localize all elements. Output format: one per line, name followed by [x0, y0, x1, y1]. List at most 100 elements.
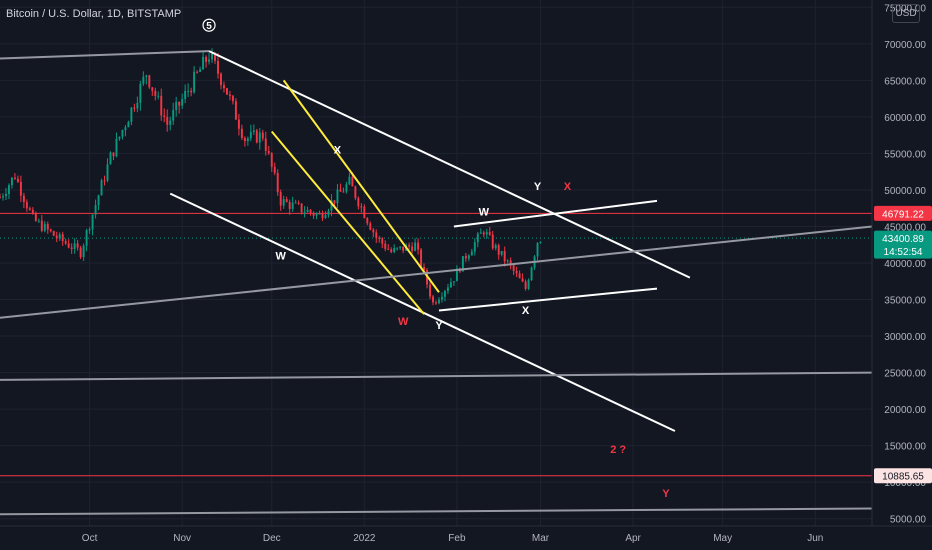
price-label: 10885.65 [882, 472, 924, 483]
trendline [208, 50, 691, 279]
candle-body [291, 202, 294, 209]
candle-body [169, 120, 172, 125]
candle-body [446, 287, 449, 291]
candle-body [476, 233, 479, 243]
x-tick-label: Oct [82, 533, 98, 544]
candle-body [369, 223, 372, 230]
candle-body [488, 232, 491, 235]
candle-body [363, 206, 366, 218]
candle-body [372, 229, 375, 233]
candle-body [67, 243, 70, 248]
y-tick-label: 45000.00 [884, 222, 926, 233]
candle-body [166, 116, 169, 125]
candle-body [73, 243, 76, 250]
candle-body [417, 242, 420, 250]
candle-body [509, 260, 512, 266]
candle-body [449, 282, 452, 288]
trendlines [0, 50, 873, 516]
candle-body [303, 212, 306, 214]
candle-body [49, 229, 52, 232]
wave-label: W [479, 207, 490, 219]
candle-body [163, 115, 166, 117]
candle-body [270, 153, 273, 167]
candle-body [288, 201, 291, 209]
candle-body [494, 245, 497, 249]
candle-body [345, 184, 348, 192]
candle-body [61, 234, 64, 242]
candle-body [100, 180, 103, 196]
candle-body [199, 69, 202, 72]
candle-body [34, 213, 37, 221]
candle-body [318, 213, 321, 215]
y-tick-label: 5000.00 [890, 515, 927, 526]
candle-body [70, 247, 73, 250]
candle-body [19, 181, 22, 196]
price-axis [872, 0, 932, 550]
candle-body [2, 196, 4, 198]
candle-body [5, 193, 7, 197]
candle-body [214, 53, 216, 61]
candle-body [225, 88, 228, 95]
candle-body [115, 138, 118, 157]
x-tick-label: Mar [532, 533, 550, 544]
candle-body [312, 212, 315, 216]
candle-body [461, 256, 464, 272]
candle-body [315, 213, 318, 216]
candle-body [202, 56, 205, 70]
y-tick-label: 70000.00 [884, 40, 926, 51]
candle-body [497, 245, 500, 255]
candle-body [258, 132, 261, 143]
candle-body [273, 166, 276, 173]
candle-body [267, 150, 270, 154]
candle-body [211, 53, 213, 60]
candle-body [500, 250, 503, 255]
candle-body [530, 267, 533, 281]
current-price-label-bg [874, 230, 932, 259]
wave-label: W [276, 250, 287, 262]
y-tick-label: 75000.00 [884, 3, 926, 14]
candle-body [521, 278, 524, 282]
trendline [0, 507, 873, 516]
candle-body [37, 220, 40, 222]
y-tick-label: 15000.00 [884, 442, 926, 453]
candle-body [190, 90, 193, 93]
candle-body [261, 132, 264, 139]
candle-body [46, 223, 49, 230]
candle-body [470, 251, 473, 256]
candle-body [378, 237, 381, 239]
y-tick-label: 55000.00 [884, 149, 926, 160]
wave-annotations: 5 X W W Y W Y X X 2 ? Y [202, 18, 670, 500]
wave-label: W [398, 316, 409, 328]
candle-body [124, 127, 127, 131]
wave-label: Y [435, 320, 443, 332]
candle-body [300, 203, 303, 213]
candle-body [452, 281, 455, 283]
trendline [453, 199, 658, 228]
candle-body [220, 73, 222, 86]
candle-body [399, 246, 402, 248]
wave-label-circle [202, 18, 216, 32]
candle-body [515, 270, 518, 274]
candle-body [112, 152, 115, 157]
candle-body [366, 217, 369, 224]
candle-body [387, 248, 390, 250]
candle-body [438, 299, 440, 304]
x-tick-label: Jun [807, 533, 823, 544]
candle-body [402, 246, 405, 251]
wave-label: X [522, 305, 530, 317]
candle-body [330, 200, 333, 211]
candle-body [22, 195, 25, 203]
y-tick-label: 35000.00 [884, 296, 926, 307]
candle-body [414, 242, 417, 251]
wave-label: 2 ? [610, 444, 626, 456]
candle-body [429, 284, 431, 297]
wave-label: X [334, 144, 342, 156]
candle-body [25, 202, 28, 209]
x-tick-label: Feb [448, 533, 466, 544]
candlestick-series [0, 48, 542, 306]
candle-body [339, 189, 342, 192]
currency-button[interactable]: USD [892, 4, 920, 23]
price-label-bg [874, 468, 932, 484]
